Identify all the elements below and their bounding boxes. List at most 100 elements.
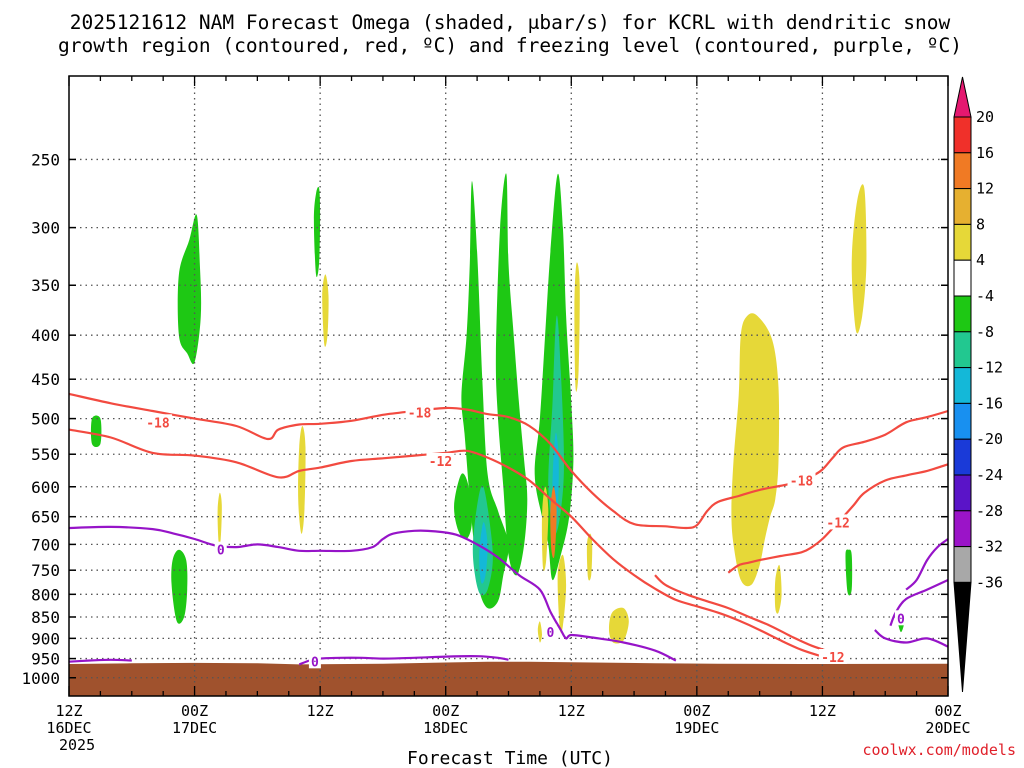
colorbar-segment-5 (953, 259, 972, 297)
x-tick-label-48-0: 12Z (558, 702, 585, 720)
dgz-red-label-bg-0-1 (405, 404, 434, 420)
omega-region-18 (541, 486, 549, 572)
x-tick-label-24-0: 12Z (307, 702, 334, 720)
freezing-purple-contour-label-0-1: 0 (546, 626, 554, 641)
freezing-purple-contour-1 (68, 658, 132, 663)
dgz-red-contour-0 (68, 392, 949, 530)
omega-region-15 (298, 426, 306, 534)
dgz-red-label-bg-0-2 (787, 472, 816, 488)
colorbar-segment-10 (953, 438, 972, 476)
colorbar: 20 16 12 8 4 -4 -8 -12 -16 -20 -24 -28 -32 -36 (953, 76, 1003, 693)
omega-region-0 (177, 214, 202, 365)
freezing-purple-contour-label-0-0: 0 (217, 544, 225, 559)
omega-region-21 (586, 533, 593, 581)
colorbar-segment-3 (953, 188, 972, 225)
y-tick-label-250: 250 (31, 150, 60, 169)
colorbar-segment-7 (953, 331, 972, 369)
colorbar-label-6: -8 (976, 323, 994, 341)
freezing-purple-label-bg-0-2 (308, 653, 321, 669)
colorbar-segment-12 (953, 510, 972, 548)
colorbar-label-10: -24 (976, 466, 1003, 484)
freezing-purple-contour-3 (889, 578, 949, 627)
x-tick-label-0-1: 16DEC (46, 719, 91, 737)
freezing-purple-label-bg-0-1 (544, 624, 557, 640)
x-tick-label-0-2: 2025 (59, 736, 95, 754)
omega-region-2 (90, 415, 102, 448)
dgz-red-label-bg-0-0 (143, 414, 172, 430)
omega-region-3 (454, 473, 472, 540)
dgz-red-contour-label-1-2: -12 (821, 651, 844, 666)
y-tick-label-850: 850 (31, 608, 60, 627)
y-tick-label-700: 700 (31, 535, 60, 554)
omega-region-11 (548, 315, 564, 535)
omega-region-1 (171, 549, 188, 624)
x-tick-label-84-0: 00Z (934, 702, 961, 720)
colorbar-segment-2 (953, 152, 972, 190)
colorbar-segment-1 (953, 116, 972, 154)
colorbar-label-11: -28 (976, 502, 1003, 520)
colorbar-segment-4 (953, 223, 972, 261)
freezing-purple-label-bg-3-0 (894, 610, 907, 626)
colorbar-segment-9 (953, 402, 972, 440)
x-tick-label-72-0: 12Z (809, 702, 836, 720)
y-tick-label-600: 600 (31, 478, 60, 497)
omega-region-4 (461, 181, 509, 609)
freezing-purple-contour-label-0-2: 0 (311, 655, 319, 670)
freezing-purple-contour-5 (905, 538, 949, 591)
x-tick-label-12-0: 00Z (181, 702, 208, 720)
omega-region-24 (774, 564, 782, 614)
chart-title-line-2: growth region (contoured, red, ºC) and f… (58, 34, 962, 57)
watermark: coolwx.com/models (862, 741, 1016, 759)
x-tick-label-60-0: 00Z (683, 702, 710, 720)
colorbar-label-12: -32 (976, 538, 1003, 556)
colorbar-label-2: 12 (976, 180, 994, 198)
dgz-red-label-bg-1-2 (818, 649, 847, 665)
dgz-red-contour-label-0-0: -18 (146, 416, 170, 431)
omega-region-25 (537, 621, 542, 643)
freezing-purple-label-bg-0-0 (214, 541, 227, 557)
contours: -18 -18 -18 -12 -12 -12 0 0 0 0 (68, 392, 949, 670)
colorbar-label-3: 8 (976, 215, 985, 233)
freezing-purple-contour-label-3-0: 0 (897, 612, 905, 627)
y-tick-label-400: 400 (31, 326, 60, 345)
x-axis-label: Forecast Time (UTC) (407, 748, 613, 768)
omega-shading (90, 173, 904, 644)
y-tick-label-1000: 1000 (21, 669, 60, 688)
axes: 250 300 350 400 450 500 550 600 650 700 750 800 850 9… (21, 75, 971, 754)
omega-region-26 (550, 486, 557, 559)
dgz-red-contour-3 (727, 463, 949, 574)
y-tick-label-950: 950 (31, 650, 60, 669)
dgz-red-contour-label-1-1: -12 (826, 516, 849, 531)
colorbar-label-1: 16 (976, 144, 994, 162)
colorbar-label-9: -20 (976, 430, 1003, 448)
dgz-red-label-bg-1-0 (426, 452, 455, 468)
colorbar-segment-8 (953, 367, 972, 404)
colorbar-label-7: -12 (976, 359, 1003, 377)
x-tick-label-84-1: 20DEC (925, 719, 970, 737)
omega-region-20 (574, 262, 580, 392)
colorbar-top-arrow (953, 76, 972, 118)
gridlines (69, 76, 948, 696)
y-tick-label-900: 900 (31, 629, 60, 648)
omega-region-17 (322, 274, 329, 347)
ground-layer (69, 661, 948, 696)
freezing-purple-contour-0 (68, 525, 677, 662)
colorbar-label-13: -36 (976, 573, 1003, 591)
colorbar-label-5: -4 (976, 287, 994, 305)
chart-title-line-1: 2025121612 NAM Forecast Omega (shaded, μ… (70, 11, 951, 34)
y-tick-label-550: 550 (31, 445, 60, 464)
colorbar-label-8: -16 (976, 394, 1003, 412)
x-tick-label-36-1: 18DEC (423, 719, 468, 737)
omega-region-5 (495, 173, 528, 576)
y-tick-label-450: 450 (31, 370, 60, 389)
y-tick-label-800: 800 (31, 585, 60, 604)
omega-region-23 (851, 184, 867, 334)
dgz-red-contour-1 (68, 428, 823, 658)
ground-below-surface (69, 661, 948, 696)
y-tick-label-650: 650 (31, 508, 60, 527)
colorbar-segment-11 (953, 474, 972, 512)
dgz-red-contour-label-1-0: -12 (429, 455, 452, 470)
y-tick-label-500: 500 (31, 410, 60, 429)
x-tick-label-36-0: 00Z (432, 702, 459, 720)
omega-region-12 (479, 522, 488, 584)
